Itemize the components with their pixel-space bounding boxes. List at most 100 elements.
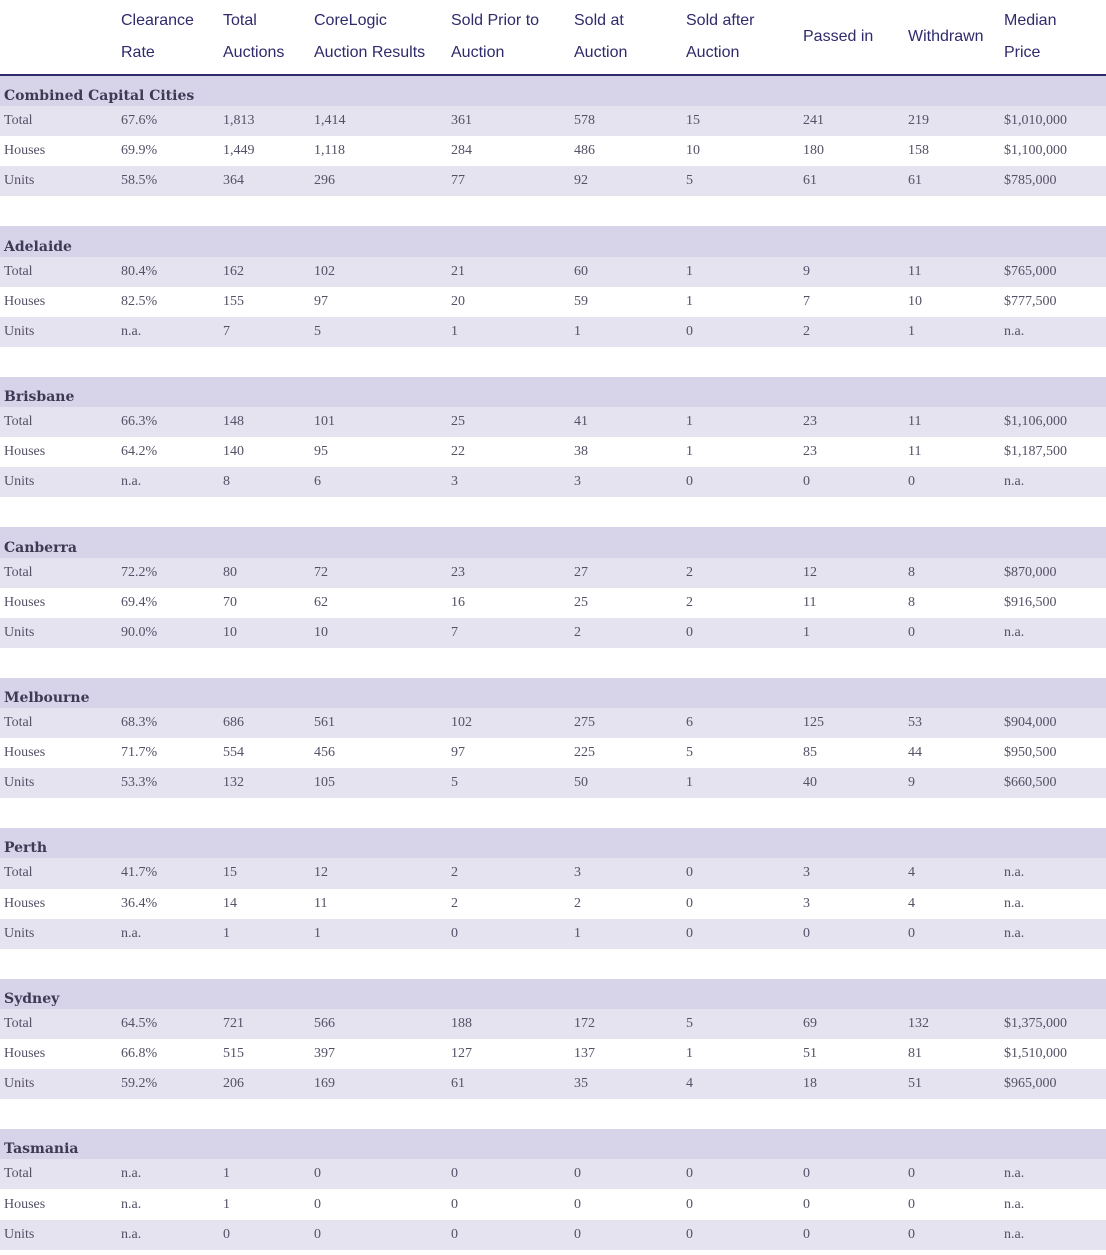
group-title-row: Adelaide (0, 226, 1106, 257)
cell-sold-prior: 23 (451, 564, 465, 580)
cell-passed-in: 2 (803, 323, 810, 339)
cell-total-auctions: 132 (223, 775, 244, 791)
cell-withdrawn: 11 (908, 444, 922, 460)
cell-total-auctions: 155 (223, 293, 244, 309)
cell-sold-at-auction: 1 (574, 925, 581, 941)
cell-sold-at-auction: 25 (574, 594, 588, 610)
column-header-withdrawn: Withdrawn (908, 28, 984, 45)
cell-corelogic-results: 566 (314, 1015, 335, 1031)
cell-passed-in: 0 (803, 925, 810, 941)
column-header-clearance-rate: Clearance Rate (121, 12, 194, 61)
cell-corelogic-results: 5 (314, 323, 321, 339)
cell-withdrawn: 51 (908, 1076, 922, 1092)
cell-corelogic-results: 6 (314, 474, 321, 490)
table-row: Units 90.0% 10 10 7 2 0 1 0 n.a. (0, 617, 1106, 648)
cell-withdrawn: 4 (908, 895, 915, 911)
cell-sold-prior: 0 (451, 1196, 458, 1212)
cell-sold-after: 1 (686, 293, 693, 309)
cell-sold-at-auction: 2 (574, 895, 581, 911)
group-spacer (0, 647, 1106, 678)
cell-corelogic-results: 0 (314, 1196, 321, 1212)
cell-row-label: Total (4, 1166, 33, 1182)
cell-total-auctions: 1 (223, 1196, 230, 1212)
cell-sold-after: 1 (686, 775, 693, 791)
cell-sold-prior: 2 (451, 895, 458, 911)
cell-row-label: Units (4, 925, 35, 941)
cell-withdrawn: 0 (908, 624, 915, 640)
table-body: Combined Capital Cities Total 67.6% 1,813 1,… (0, 76, 1106, 1250)
cell-row-label: Units (4, 173, 35, 189)
group-spacer (0, 346, 1106, 377)
cell-sold-after: 1 (686, 1046, 693, 1062)
cell-median-price: $916,500 (1004, 594, 1057, 610)
cell-corelogic-results: 169 (314, 1076, 335, 1092)
table-row: Total 67.6% 1,813 1,414 361 578 15 241 219 $1,010… (0, 106, 1106, 137)
cell-sold-at-auction: 2 (574, 624, 581, 640)
cell-total-auctions: 80 (223, 564, 237, 580)
cell-corelogic-results: 12 (314, 865, 328, 881)
cell-median-price: $1,100,000 (1004, 143, 1067, 159)
cell-passed-in: 125 (803, 715, 824, 731)
table-row: Total 41.7% 15 12 2 3 0 3 4 n.a. (0, 858, 1106, 889)
cell-median-price: $1,010,000 (1004, 113, 1067, 129)
cell-passed-in: 85 (803, 745, 817, 761)
cell-sold-at-auction: 225 (574, 745, 595, 761)
group-title-row: Sydney (0, 978, 1106, 1009)
cell-total-auctions: 206 (223, 1076, 244, 1092)
cell-sold-at-auction: 35 (574, 1076, 588, 1092)
column-header-corelogic-results: CoreLogic Auction Results (314, 12, 426, 61)
cell-passed-in: 61 (803, 173, 817, 189)
cell-corelogic-results: 0 (314, 1166, 321, 1182)
table-row: Houses 66.8% 515 397 127 137 1 51 81 $1,510,000 (0, 1039, 1106, 1070)
cell-passed-in: 40 (803, 775, 817, 791)
cell-total-auctions: 554 (223, 745, 244, 761)
cell-clearance-rate: 66.8% (121, 1046, 158, 1062)
cell-median-price: $950,500 (1004, 745, 1057, 761)
cell-clearance-rate: 53.3% (121, 775, 158, 791)
cell-corelogic-results: 296 (314, 173, 335, 189)
cell-sold-at-auction: 60 (574, 263, 588, 279)
cell-passed-in: 11 (803, 594, 817, 610)
cell-sold-after: 6 (686, 715, 693, 731)
cell-withdrawn: 219 (908, 113, 929, 129)
cell-sold-after: 5 (686, 173, 693, 189)
column-header-sold-at-auction: Sold at Auction (574, 12, 628, 61)
cell-sold-at-auction: 0 (574, 1196, 581, 1212)
cell-clearance-rate: n.a. (121, 474, 142, 490)
cell-corelogic-results: 62 (314, 594, 328, 610)
cell-sold-prior: 3 (451, 474, 458, 490)
cell-total-auctions: 8 (223, 474, 230, 490)
column-header-sold-after: Sold after Auction (686, 12, 755, 61)
cell-sold-prior: 361 (451, 113, 472, 129)
cell-corelogic-results: 102 (314, 263, 335, 279)
group-title: Adelaide (4, 238, 72, 255)
column-header-sold-prior: Sold Prior to Auction (451, 12, 540, 61)
cell-corelogic-results: 0 (314, 1226, 321, 1242)
cell-row-label: Houses (4, 293, 46, 309)
cell-total-auctions: 0 (223, 1226, 230, 1242)
column-header-median-price: Median Price (1004, 12, 1057, 61)
cell-passed-in: 51 (803, 1046, 817, 1062)
table-row: Units 53.3% 132 105 5 50 1 40 9 $660,500 (0, 768, 1106, 799)
cell-withdrawn: 132 (908, 1015, 929, 1031)
cell-median-price: $765,000 (1004, 263, 1057, 279)
cell-sold-prior: 0 (451, 1226, 458, 1242)
group-title: Perth (4, 840, 48, 857)
cell-sold-after: 0 (686, 925, 693, 941)
cell-total-auctions: 515 (223, 1046, 244, 1062)
cell-total-auctions: 15 (223, 865, 237, 881)
table-row: Total 68.3% 686 561 102 275 6 125 53 $904,000 (0, 707, 1106, 739)
cell-total-auctions: 14 (223, 895, 237, 911)
column-header-passed-in: Passed in (803, 28, 874, 45)
cell-median-price: n.a. (1004, 865, 1025, 881)
cell-corelogic-results: 95 (314, 444, 328, 460)
cell-sold-after: 0 (686, 474, 693, 490)
cell-row-label: Houses (4, 594, 46, 610)
cell-passed-in: 0 (803, 474, 810, 490)
cell-total-auctions: 7 (223, 323, 230, 339)
cell-clearance-rate: n.a. (121, 1166, 142, 1182)
cell-sold-prior: 21 (451, 263, 465, 279)
table-row: Houses 82.5% 155 97 20 59 1 7 10 $777,500 (0, 286, 1106, 317)
cell-clearance-rate: 36.4% (121, 895, 158, 911)
cell-sold-at-auction: 3 (574, 474, 581, 490)
